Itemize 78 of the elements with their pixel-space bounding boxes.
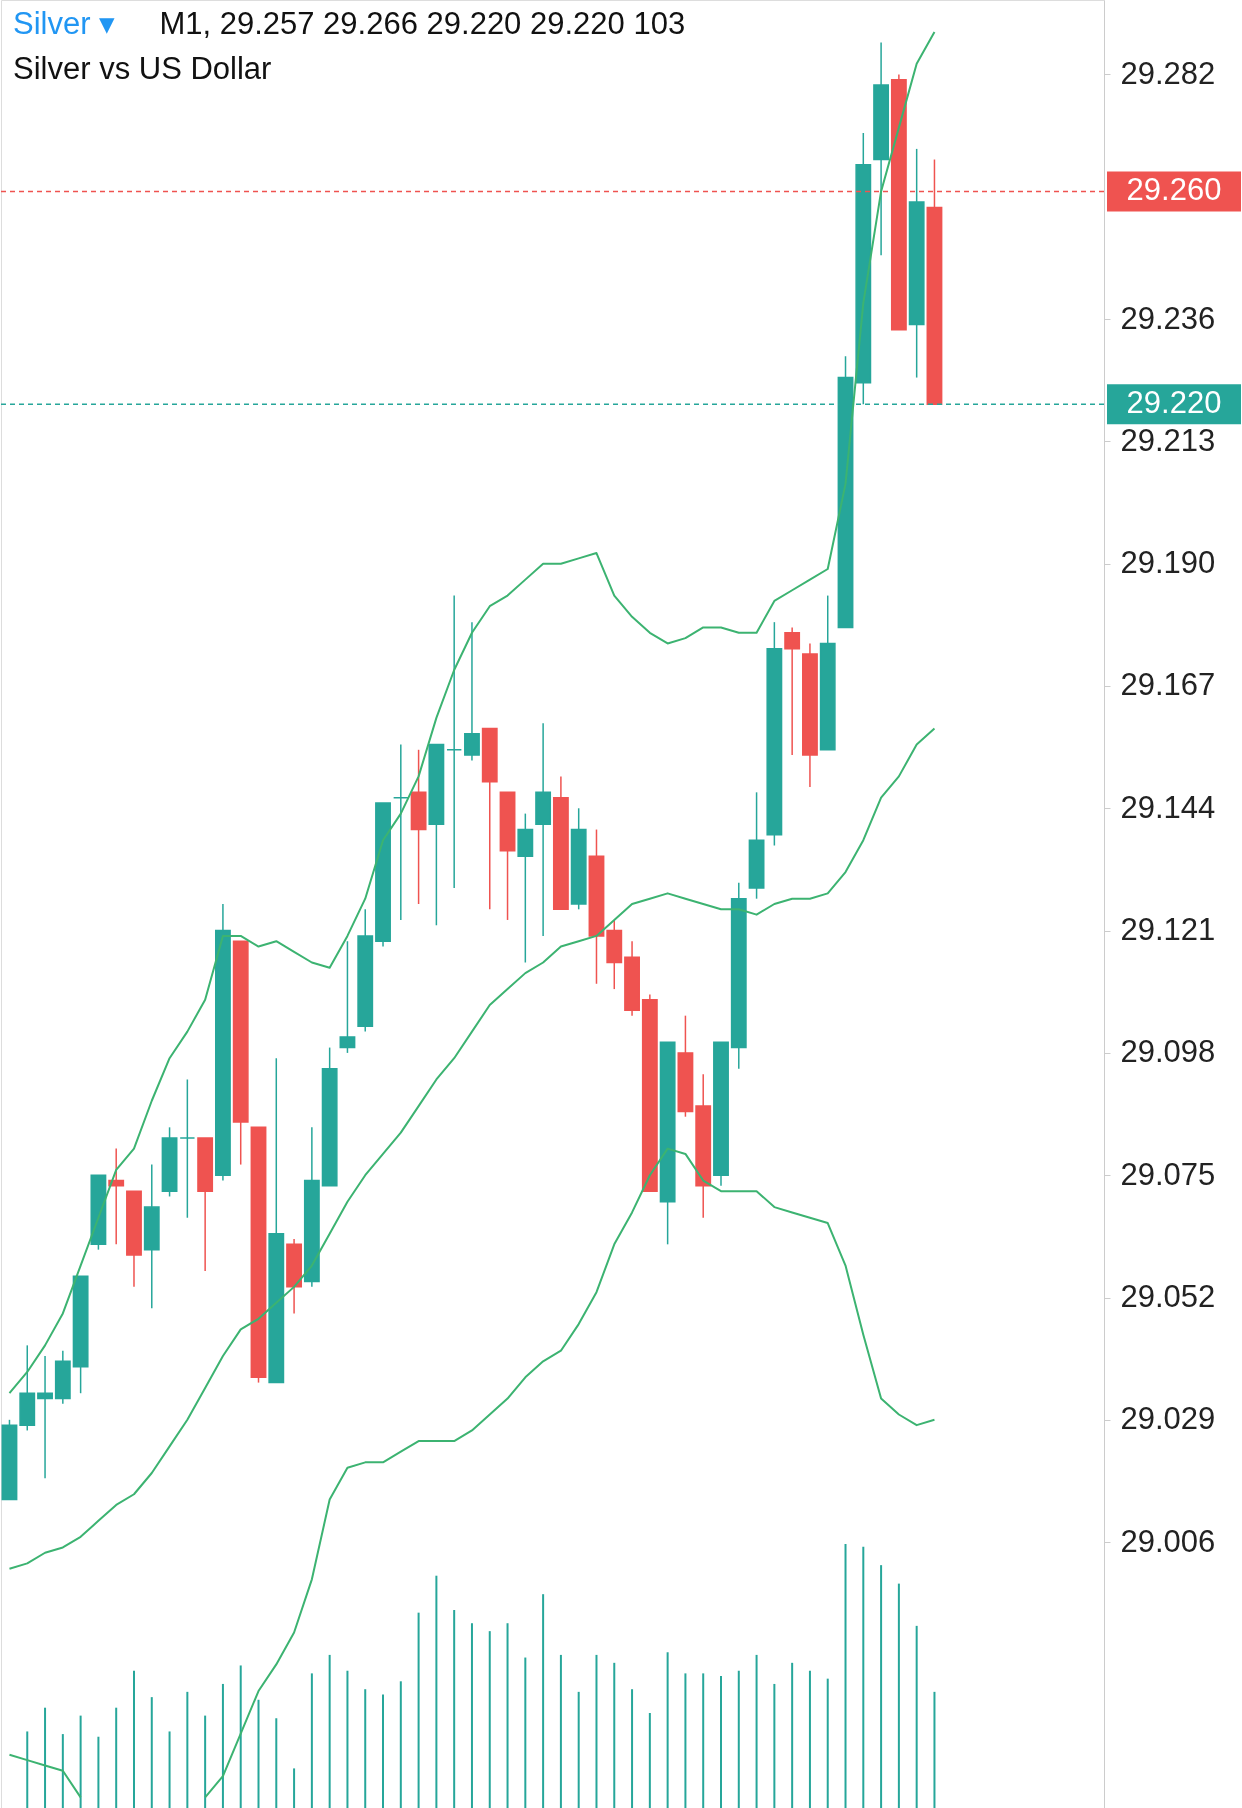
bar: [702, 1673, 705, 1808]
bar: [880, 1565, 883, 1808]
bar: [293, 1768, 296, 1808]
bar: [773, 1683, 776, 1808]
annotation: Silver vs US Dollar: [13, 51, 272, 86]
chart-title: Silver ▾: [13, 6, 116, 41]
bar: [115, 1707, 118, 1808]
candlestick: [392, 743, 409, 921]
bar: [826, 1678, 829, 1808]
bar: [44, 1707, 47, 1808]
chart-subtitle: M1, 29.257 29.266 29.220 29.220 103: [159, 6, 686, 41]
bar: [506, 1623, 509, 1808]
candlestick: [339, 940, 356, 1054]
y-tick-label: 29.144: [1120, 789, 1216, 825]
bar: [417, 1612, 420, 1808]
bar: [221, 1683, 224, 1808]
y-tick-label: 29.098: [1120, 1034, 1216, 1070]
bar: [399, 1681, 402, 1808]
y-tick-label: 29.213: [1120, 422, 1216, 458]
ref-line-label: 29.220: [1126, 385, 1222, 421]
y-tick-label: 29.167: [1120, 667, 1216, 703]
candlestick: [464, 621, 480, 762]
bar: [791, 1662, 794, 1808]
line-series: [8, 727, 936, 1570]
bar: [310, 1673, 313, 1808]
bar: [862, 1546, 865, 1808]
bar: [648, 1712, 651, 1808]
bar: [595, 1654, 598, 1808]
candlestick: [37, 1355, 53, 1480]
bar: [470, 1623, 473, 1808]
bar: [631, 1689, 634, 1808]
candlestick: [446, 594, 463, 889]
bar: [186, 1691, 189, 1808]
bar: [79, 1715, 82, 1808]
bar: [488, 1631, 491, 1808]
bar: [524, 1657, 527, 1808]
bar: [435, 1575, 438, 1808]
bar: [204, 1715, 207, 1808]
y-tick-label: 29.052: [1120, 1279, 1216, 1315]
candlestick: [108, 1147, 125, 1246]
y-tick-label: 29.190: [1120, 545, 1216, 581]
bar: [328, 1654, 331, 1808]
bar: [559, 1654, 562, 1808]
bar: [382, 1694, 385, 1808]
bar: [613, 1662, 616, 1808]
bar: [168, 1731, 171, 1808]
bar: [897, 1583, 900, 1808]
bar: [577, 1691, 580, 1808]
bar: [720, 1676, 722, 1808]
bar: [684, 1673, 687, 1808]
candlestick: [784, 626, 801, 756]
bar: [453, 1610, 456, 1808]
bar: [364, 1689, 367, 1808]
bar: [755, 1654, 758, 1808]
ref-line-label: 29.260: [1126, 172, 1222, 208]
bar: [132, 1670, 135, 1808]
bar: [26, 1731, 29, 1808]
bar: [542, 1594, 545, 1808]
y-tick-label: 29.075: [1120, 1156, 1216, 1192]
y-tick-label: 29.029: [1120, 1401, 1216, 1437]
y-tick-label: 29.121: [1120, 912, 1216, 948]
y-tick-label: 29.236: [1120, 300, 1216, 336]
bar: [737, 1670, 740, 1808]
y-tick-label: 29.282: [1120, 55, 1216, 91]
bar: [150, 1697, 153, 1808]
candlestick: [179, 1078, 196, 1219]
bar: [808, 1670, 811, 1808]
bar: [346, 1670, 349, 1808]
bar: [61, 1734, 64, 1808]
bar: [275, 1718, 278, 1808]
bar: [257, 1699, 260, 1808]
bar: [666, 1652, 669, 1808]
bar: [844, 1544, 847, 1808]
bar: [239, 1665, 242, 1808]
bar: [915, 1625, 918, 1808]
y-tick-label: 29.006: [1120, 1523, 1216, 1559]
bar: [97, 1736, 100, 1808]
bar: [933, 1691, 936, 1808]
